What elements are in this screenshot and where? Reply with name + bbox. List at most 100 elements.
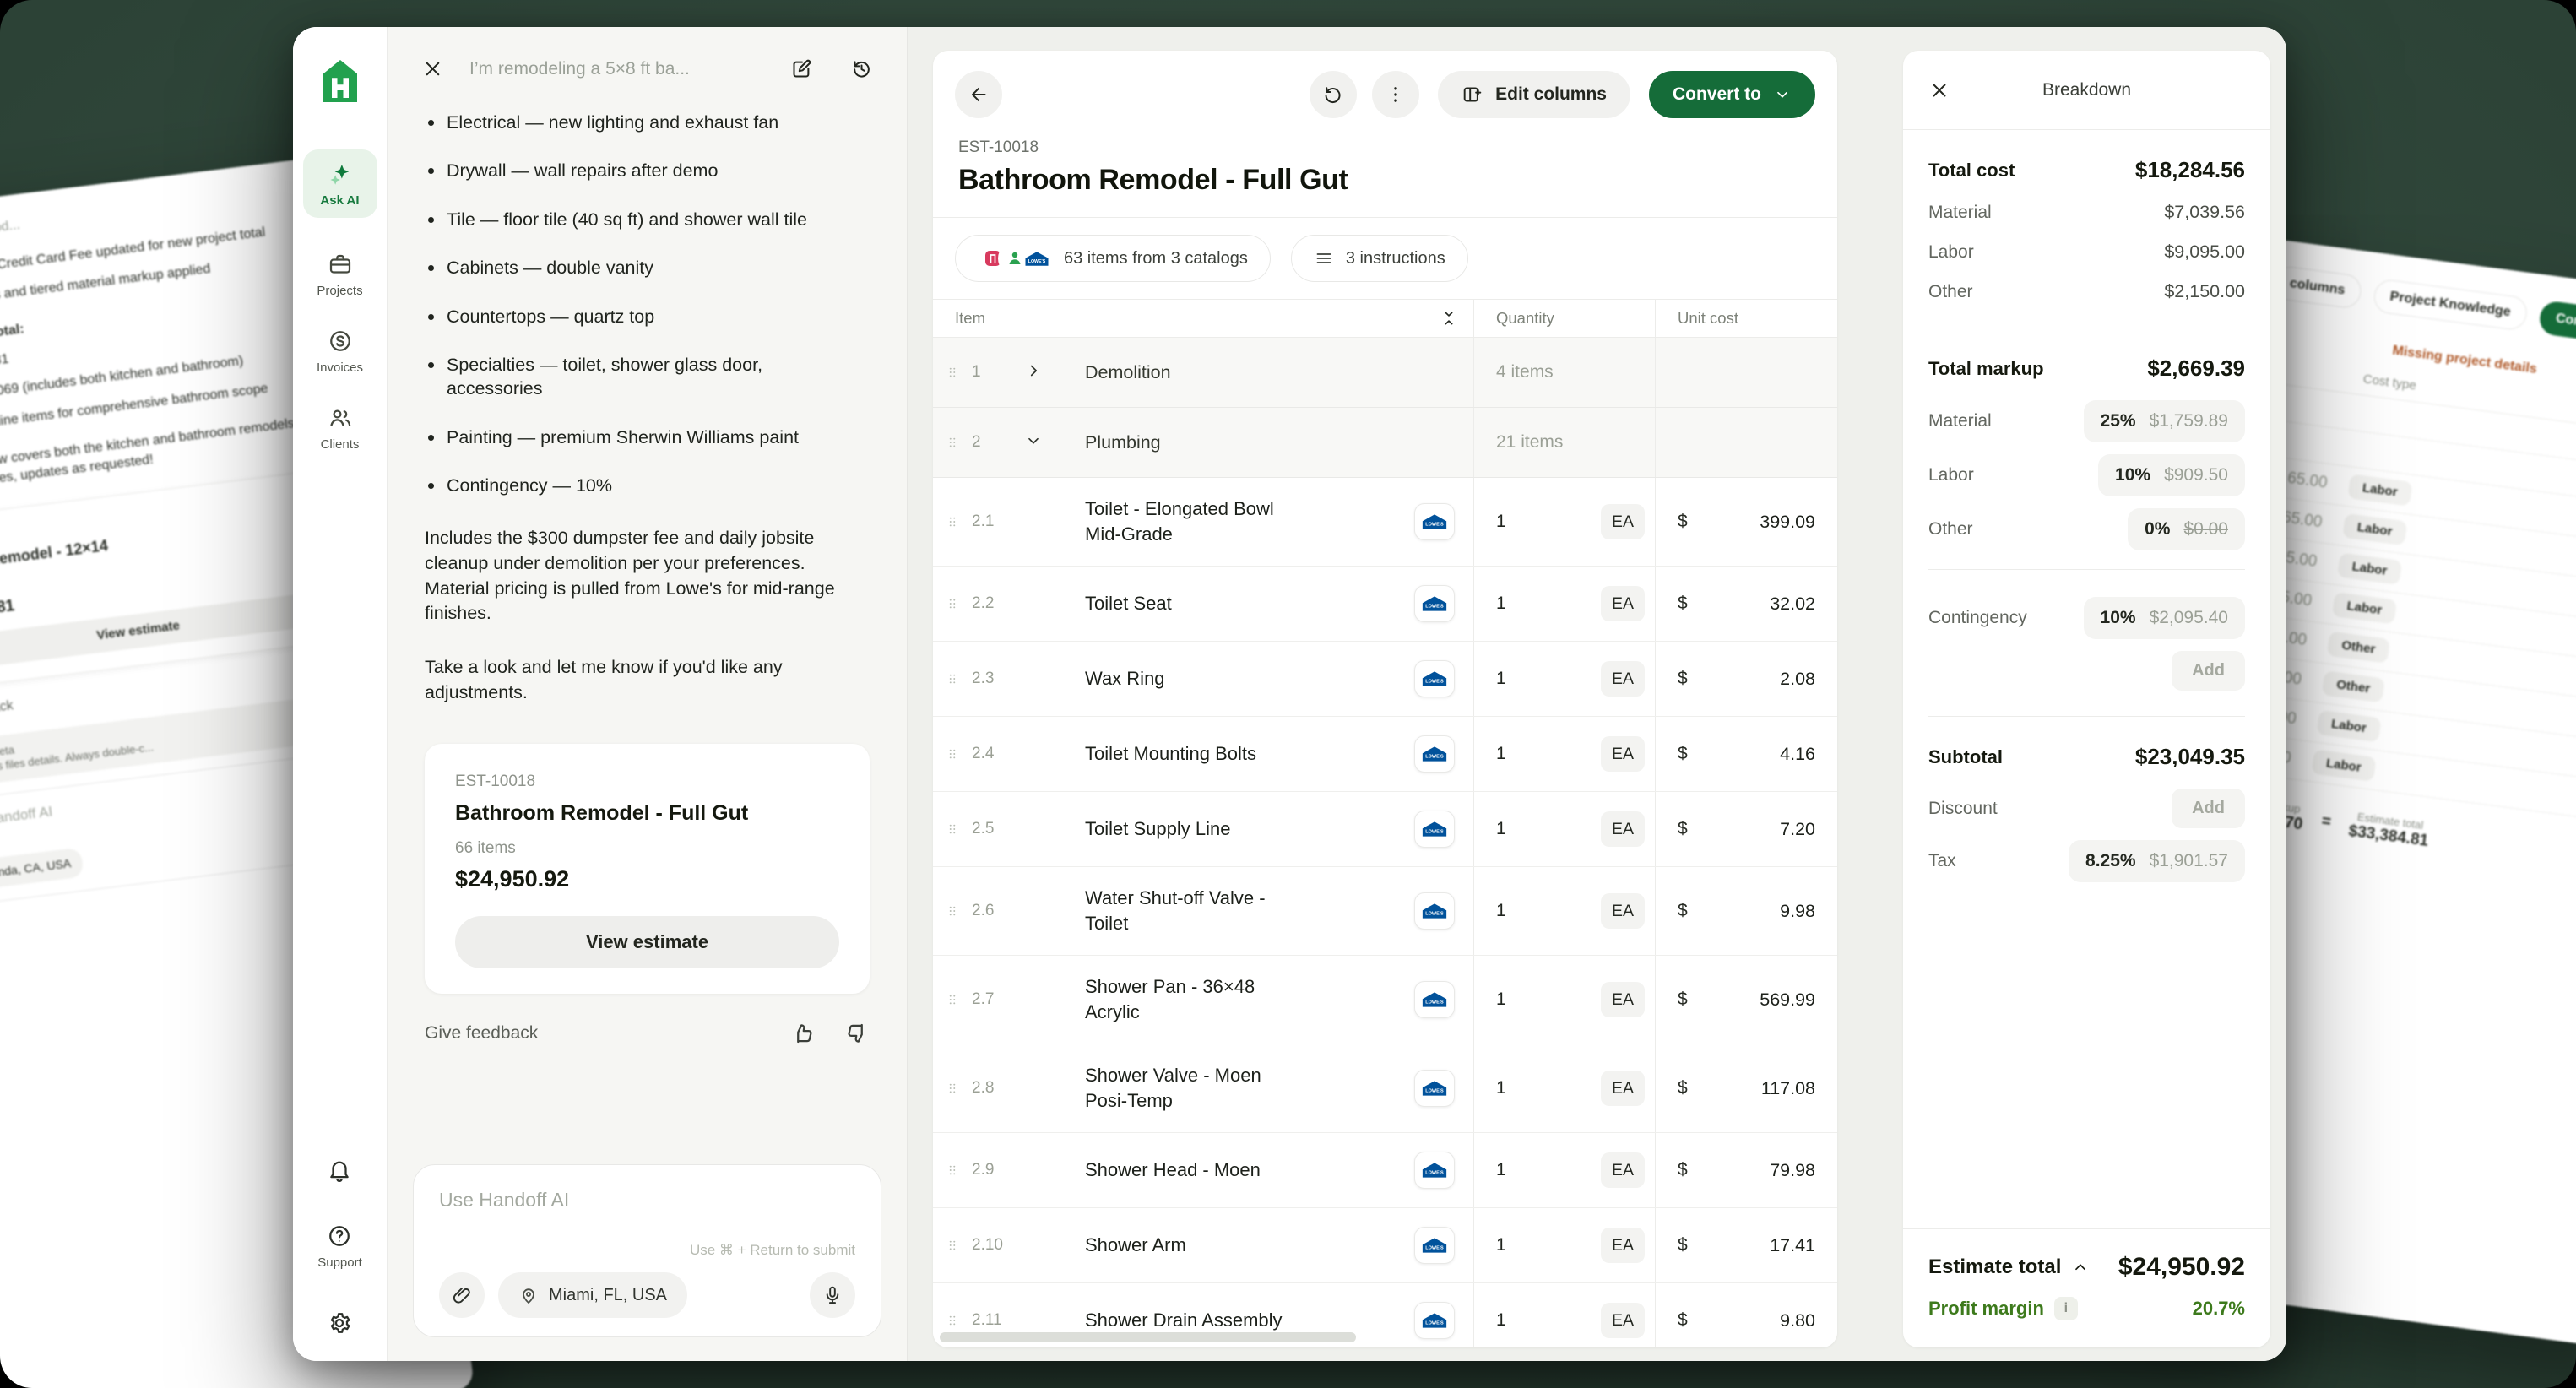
edit-columns-button[interactable]: Edit columns <box>1438 71 1630 118</box>
unit-box[interactable]: EA <box>1601 661 1645 697</box>
lowes-catalog-badge[interactable]: LOWE'S <box>1414 735 1455 773</box>
location-chip[interactable]: Miami, FL, USA <box>498 1272 688 1318</box>
unit-box[interactable]: EA <box>1601 586 1645 621</box>
add-discount-button[interactable]: Add <box>2172 789 2245 828</box>
item-row[interactable]: 2.3 Wax Ring LOWE'S 1 EA $2.08 <box>933 642 1837 717</box>
thumbs-down-icon[interactable] <box>844 1021 870 1046</box>
unit-box[interactable]: EA <box>1601 893 1645 929</box>
close-chat-icon[interactable] <box>421 57 444 80</box>
quantity-cell[interactable]: 1 EA <box>1473 1283 1655 1347</box>
unit-box[interactable]: EA <box>1601 982 1645 1017</box>
sidebar-item-invoices[interactable]: Invoices <box>303 328 377 375</box>
unit-cost-cell[interactable]: $399.09 <box>1655 478 1837 566</box>
group-row[interactable]: 1 Demolition 4 items <box>933 338 1837 408</box>
chat-history-icon[interactable] <box>850 57 873 80</box>
thumbs-up-icon[interactable] <box>790 1021 816 1046</box>
quantity-cell[interactable]: 1 EA <box>1473 1208 1655 1282</box>
drag-handle-icon[interactable] <box>946 511 959 533</box>
quantity-cell[interactable]: 1 EA <box>1473 792 1655 866</box>
drag-handle-icon[interactable] <box>946 743 959 765</box>
instructions-badge[interactable]: 3 instructions <box>1290 235 1468 282</box>
more-options-button[interactable] <box>1372 71 1420 118</box>
chevron-right-icon[interactable] <box>1024 361 1043 380</box>
item-row[interactable]: 2.7 Shower Pan - 36×48 Acrylic LOWE'S 1 EA $5… <box>933 956 1837 1044</box>
new-chat-compose-icon[interactable] <box>790 57 813 80</box>
drag-handle-icon[interactable] <box>946 668 959 690</box>
unit-cost-cell[interactable]: $117.08 <box>1655 1044 1837 1132</box>
drag-handle-icon[interactable] <box>946 1077 959 1099</box>
quantity-cell[interactable]: 1 EA <box>1473 867 1655 955</box>
lowes-catalog-badge[interactable]: LOWE'S <box>1414 585 1455 622</box>
item-row[interactable]: 2.2 Toilet Seat LOWE'S 1 EA $32.02 <box>933 567 1837 642</box>
lowes-catalog-badge[interactable]: LOWE'S <box>1414 1152 1455 1189</box>
lowes-catalog-badge[interactable]: LOWE'S <box>1414 1302 1455 1339</box>
quantity-cell[interactable]: 1 EA <box>1473 956 1655 1044</box>
settings-gear-icon[interactable] <box>327 1310 352 1336</box>
lowes-catalog-badge[interactable]: LOWE'S <box>1414 892 1455 930</box>
item-row[interactable]: 2.1 Toilet - Elongated Bowl Mid-Grade LOWE… <box>933 478 1837 567</box>
unit-cost-cell[interactable]: $17.41 <box>1655 1208 1837 1282</box>
item-row[interactable]: 2.4 Toilet Mounting Bolts LOWE'S 1 EA $4.16 <box>933 717 1837 792</box>
item-row[interactable]: 2.8 Shower Valve - Moen Posi-Temp LOWE'S 1 E… <box>933 1044 1837 1133</box>
unit-box[interactable]: EA <box>1601 504 1645 539</box>
unit-cost-cell[interactable]: $4.16 <box>1655 717 1837 791</box>
lowes-catalog-badge[interactable]: LOWE'S <box>1414 811 1455 848</box>
drag-handle-icon[interactable] <box>946 593 959 615</box>
drag-handle-icon[interactable] <box>946 1159 959 1181</box>
chevron-up-icon[interactable] <box>2071 1258 2090 1277</box>
voice-input-button[interactable] <box>810 1272 855 1318</box>
contingency-pill[interactable]: 10% $2,095.40 <box>2083 597 2245 639</box>
notifications-bell-icon[interactable] <box>327 1158 352 1183</box>
item-row[interactable]: 2.10 Shower Arm LOWE'S 1 EA $17.41 <box>933 1208 1837 1283</box>
close-breakdown-icon[interactable] <box>1928 79 1950 101</box>
attach-file-button[interactable] <box>439 1272 485 1318</box>
sidebar-item-clients[interactable]: Clients <box>303 405 377 452</box>
lowes-catalog-badge[interactable]: LOWE'S <box>1414 981 1455 1018</box>
handoff-logo-icon[interactable] <box>315 56 366 106</box>
drag-handle-icon[interactable] <box>946 1309 959 1331</box>
drag-handle-icon[interactable] <box>946 361 959 383</box>
unit-cost-cell[interactable]: $79.98 <box>1655 1133 1837 1207</box>
chevron-down-icon[interactable] <box>1024 431 1043 450</box>
unit-cost-cell[interactable]: $569.99 <box>1655 956 1837 1044</box>
unit-box[interactable]: EA <box>1601 1152 1645 1188</box>
quantity-cell[interactable]: 1 EA <box>1473 642 1655 716</box>
item-row[interactable]: 2.9 Shower Head - Moen LOWE'S 1 EA $79.98 <box>933 1133 1837 1208</box>
sidebar-item-projects[interactable]: Projects <box>303 252 377 298</box>
add-line-button[interactable]: Add <box>2172 651 2245 691</box>
unit-cost-cell[interactable]: $2.08 <box>1655 642 1837 716</box>
sidebar-item-support[interactable]: Support <box>317 1223 362 1270</box>
item-row[interactable]: 2.5 Toilet Supply Line LOWE'S 1 EA $7.20 <box>933 792 1837 867</box>
unit-box[interactable]: EA <box>1601 1303 1645 1338</box>
sidebar-item-ask-ai[interactable]: Ask AI <box>302 149 377 218</box>
unit-cost-cell[interactable]: $9.80 <box>1655 1283 1837 1347</box>
lowes-catalog-badge[interactable]: LOWE'S <box>1414 1070 1455 1107</box>
other-markup-pill[interactable]: 0% $0.00 <box>2128 508 2245 550</box>
drag-handle-icon[interactable] <box>946 1234 959 1256</box>
lowes-catalog-badge[interactable]: LOWE'S <box>1414 503 1455 540</box>
chat-input[interactable]: Use Handoff AI Use ⌘ + Return to submit … <box>413 1164 881 1337</box>
lowes-catalog-badge[interactable]: LOWE'S <box>1414 660 1455 697</box>
undo-button[interactable] <box>1310 71 1358 118</box>
unit-cost-cell[interactable]: $9.98 <box>1655 867 1837 955</box>
drag-handle-icon[interactable] <box>946 818 959 840</box>
view-estimate-button[interactable]: View estimate <box>455 916 839 969</box>
labor-markup-pill[interactable]: 10% $909.50 <box>2098 454 2245 496</box>
group-row[interactable]: 2 Plumbing 21 items <box>933 408 1837 478</box>
back-button[interactable] <box>955 71 1002 118</box>
drag-handle-icon[interactable] <box>946 900 959 922</box>
catalogs-badge[interactable]: LOWE'S 63 items from 3 catalogs <box>955 235 1271 282</box>
collapse-all-icon[interactable] <box>1440 309 1458 328</box>
quantity-cell[interactable]: 1 EA <box>1473 567 1655 641</box>
material-markup-pill[interactable]: 25% $1,759.89 <box>2083 400 2245 442</box>
quantity-cell[interactable]: 1 EA <box>1473 1133 1655 1207</box>
unit-box[interactable]: EA <box>1601 1071 1645 1106</box>
quantity-cell[interactable]: 1 EA <box>1473 717 1655 791</box>
quantity-cell[interactable]: 1 EA <box>1473 1044 1655 1132</box>
unit-cost-cell[interactable]: $32.02 <box>1655 567 1837 641</box>
horizontal-scrollbar[interactable] <box>940 1332 1356 1342</box>
convert-to-button[interactable]: Convert to <box>1649 71 1815 118</box>
drag-handle-icon[interactable] <box>946 431 959 453</box>
lowes-catalog-badge[interactable]: LOWE'S <box>1414 1227 1455 1264</box>
unit-box[interactable]: EA <box>1601 811 1645 847</box>
